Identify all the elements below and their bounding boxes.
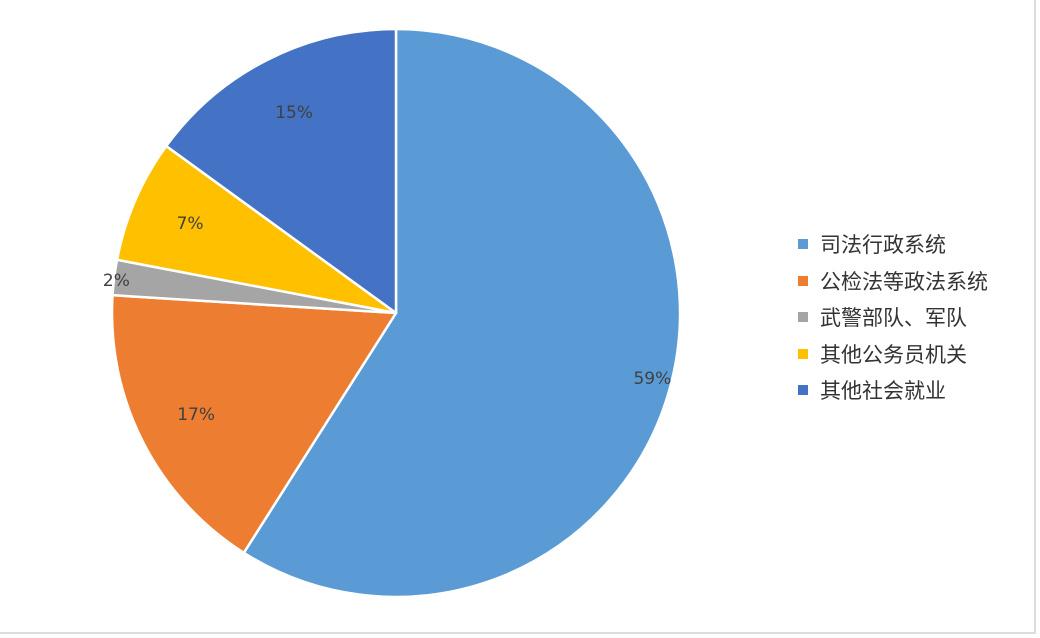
pie-slice-5 — [164, 27, 398, 315]
pie-slice-1 — [242, 27, 682, 599]
legend-label: 其他社会就业 — [820, 379, 946, 404]
legend-swatch — [798, 385, 808, 396]
pie-slice-4 — [115, 144, 398, 315]
legend-item: 其他社会就业 — [798, 372, 988, 409]
legend-swatch — [798, 348, 808, 359]
legend-item: 其他公务员机关 — [798, 336, 988, 373]
legend-swatch — [798, 239, 808, 250]
legend-label: 其他公务员机关 — [820, 342, 967, 367]
pie-slice-2 — [110, 293, 398, 555]
legend-item: 武警部队、军队 — [798, 299, 988, 336]
legend-item: 司法行政系统 — [798, 226, 988, 263]
legend-item: 公检法等政法系统 — [798, 263, 988, 300]
data-label-4: 7% — [177, 214, 204, 234]
legend-label: 公检法等政法系统 — [820, 269, 988, 294]
legend-swatch — [798, 312, 808, 323]
legend-swatch — [798, 275, 808, 286]
data-label-3: 2% — [103, 271, 130, 291]
legend: 司法行政系统公检法等政法系统 武警部队、军队 其他公务员机关 其他社会就业 — [798, 226, 988, 409]
data-label-1: 59% — [633, 369, 671, 389]
data-label-5: 15% — [275, 103, 313, 123]
legend-label: 司法行政系统 — [820, 233, 946, 258]
data-label-2: 17% — [177, 405, 215, 425]
legend-label: 武警部队、军队 — [820, 306, 967, 331]
